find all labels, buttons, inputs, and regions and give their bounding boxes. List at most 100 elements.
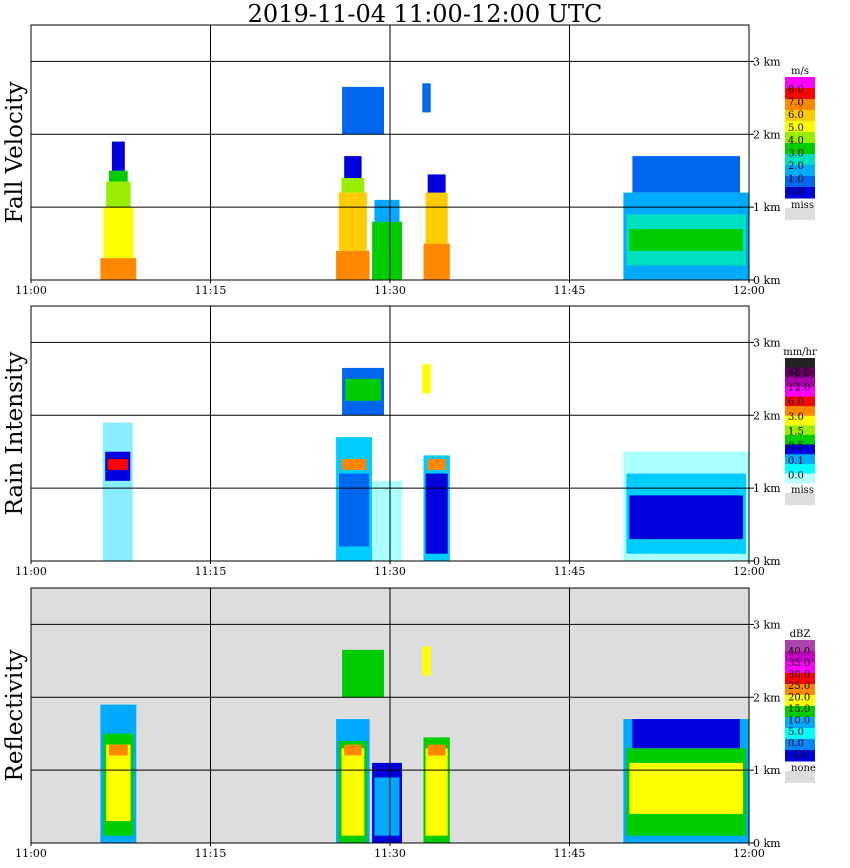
colorbar-label: 35.0 — [788, 658, 810, 669]
x-tick-label: 11:00 — [15, 847, 47, 860]
colorbar-swatch — [785, 396, 815, 407]
colorbar-swatch — [785, 717, 815, 729]
echo-cell — [344, 744, 362, 756]
y-axis-label: Fall Velocity — [2, 82, 28, 224]
echo-cell — [427, 174, 446, 193]
echo-cell — [629, 229, 743, 251]
echo-cell — [109, 170, 128, 182]
y-tick-label: 2 km — [753, 691, 781, 704]
echo-cell — [342, 86, 384, 135]
colorbar-missing-label: miss — [791, 200, 814, 211]
colorbar-swatch — [785, 684, 815, 696]
colorbar-swatch — [785, 110, 815, 122]
echo-cell — [372, 221, 402, 280]
colorbar-swatch — [785, 406, 815, 417]
y-tick-label: 1 km — [753, 764, 781, 777]
colorbar-unit: mm/hr — [783, 347, 817, 358]
x-tick-label: 12:00 — [733, 847, 765, 860]
x-tick-label: 12:00 — [733, 565, 765, 578]
y-tick-label: 3 km — [753, 336, 781, 349]
colorbar-missing-label: miss — [791, 485, 814, 496]
echo-cell — [100, 258, 137, 280]
echo-cell — [107, 459, 128, 470]
echo-cell — [422, 83, 431, 113]
echo-cell — [103, 207, 134, 259]
colorbar-label: 30.0 — [788, 670, 810, 681]
x-tick-label: 11:30 — [374, 565, 406, 578]
colorbar-swatch — [785, 463, 815, 474]
colorbar-unit: dBZ — [790, 629, 811, 640]
echo-cell — [341, 178, 365, 193]
colorbar-label: 25.0 — [788, 681, 810, 692]
colorbar-label: 3.0 — [788, 412, 804, 423]
echo-cell — [109, 744, 128, 756]
colorbar-label: 1.5 — [788, 427, 804, 438]
colorbar-swatch — [785, 695, 815, 707]
colorbar-label: 0.0 — [788, 471, 804, 482]
y-tick-label: 0 km — [753, 555, 781, 568]
colorbar-unit: m/s — [791, 66, 809, 77]
colorbar-missing-swatch — [785, 493, 815, 505]
y-tick-label: 3 km — [753, 618, 781, 631]
echo-cell — [106, 744, 131, 822]
echo-cell — [427, 459, 446, 470]
echo-cell — [374, 199, 400, 222]
colorbar-label: 0.1 — [788, 456, 804, 467]
y-tick-label: 3 km — [753, 55, 781, 68]
colorbar-label: 0.0 — [788, 187, 804, 198]
chart-title: 2019-11-04 11:00-12:00 UTC — [247, 0, 603, 28]
x-tick-label: 11:45 — [554, 284, 586, 297]
echo-cell — [427, 744, 446, 756]
echo-cell — [422, 646, 431, 676]
echo-cell — [342, 649, 384, 698]
x-tick-label: 11:15 — [195, 847, 227, 860]
colorbar-label: 15.0 — [788, 704, 810, 715]
colorbar-label: 0.0 — [788, 739, 804, 750]
x-tick-label: 11:00 — [15, 284, 47, 297]
colorbar-swatch — [785, 176, 815, 188]
colorbar-swatch — [785, 99, 815, 111]
echo-cell — [345, 378, 381, 401]
x-tick-label: 11:00 — [15, 565, 47, 578]
x-tick-label: 11:45 — [554, 565, 586, 578]
x-tick-label: 12:00 — [733, 284, 765, 297]
colorbar-swatch — [785, 454, 815, 465]
echo-cell — [374, 777, 400, 836]
y-tick-label: 0 km — [753, 837, 781, 850]
colorbar-label: 0.5 — [788, 441, 804, 452]
colorbar-label: 40.0 — [788, 647, 810, 658]
echo-cell — [341, 748, 365, 836]
colorbar-swatch — [785, 386, 815, 397]
colorbar-missing-label: none — [791, 763, 816, 774]
colorbar-swatch — [785, 651, 815, 663]
colorbar-swatch — [785, 739, 815, 751]
colorbar-label: 48.0 — [788, 368, 810, 379]
colorbar-swatch — [785, 154, 815, 166]
echo-cell — [632, 719, 740, 749]
colorbar-swatch — [785, 662, 815, 674]
echo-cell — [422, 364, 431, 394]
echo-cell — [632, 156, 740, 193]
colorbar-swatch — [785, 88, 815, 100]
colorbar-label: 8.0 — [788, 85, 804, 96]
y-axis-label: Rain Intensity — [2, 351, 28, 515]
colorbar-swatch — [785, 640, 815, 652]
colorbar-swatch — [785, 673, 815, 685]
colorbar-swatch — [785, 367, 815, 378]
y-tick-label: 2 km — [753, 409, 781, 422]
y-tick-label: 0 km — [753, 274, 781, 287]
colorbar-label: 10.0 — [788, 716, 810, 727]
echo-cell — [425, 192, 448, 244]
y-tick-label: 1 km — [753, 201, 781, 214]
y-tick-label: 2 km — [753, 128, 781, 141]
echo-cell — [106, 181, 131, 208]
x-tick-label: 11:15 — [195, 284, 227, 297]
colorbar-swatch — [785, 165, 815, 177]
colorbar-swatch — [785, 77, 815, 89]
echo-cell — [629, 762, 743, 814]
colorbar-swatch — [785, 415, 815, 426]
echo-cell — [425, 748, 448, 836]
colorbar-swatch — [785, 377, 815, 388]
colorbar-label: 5.0 — [788, 123, 804, 134]
